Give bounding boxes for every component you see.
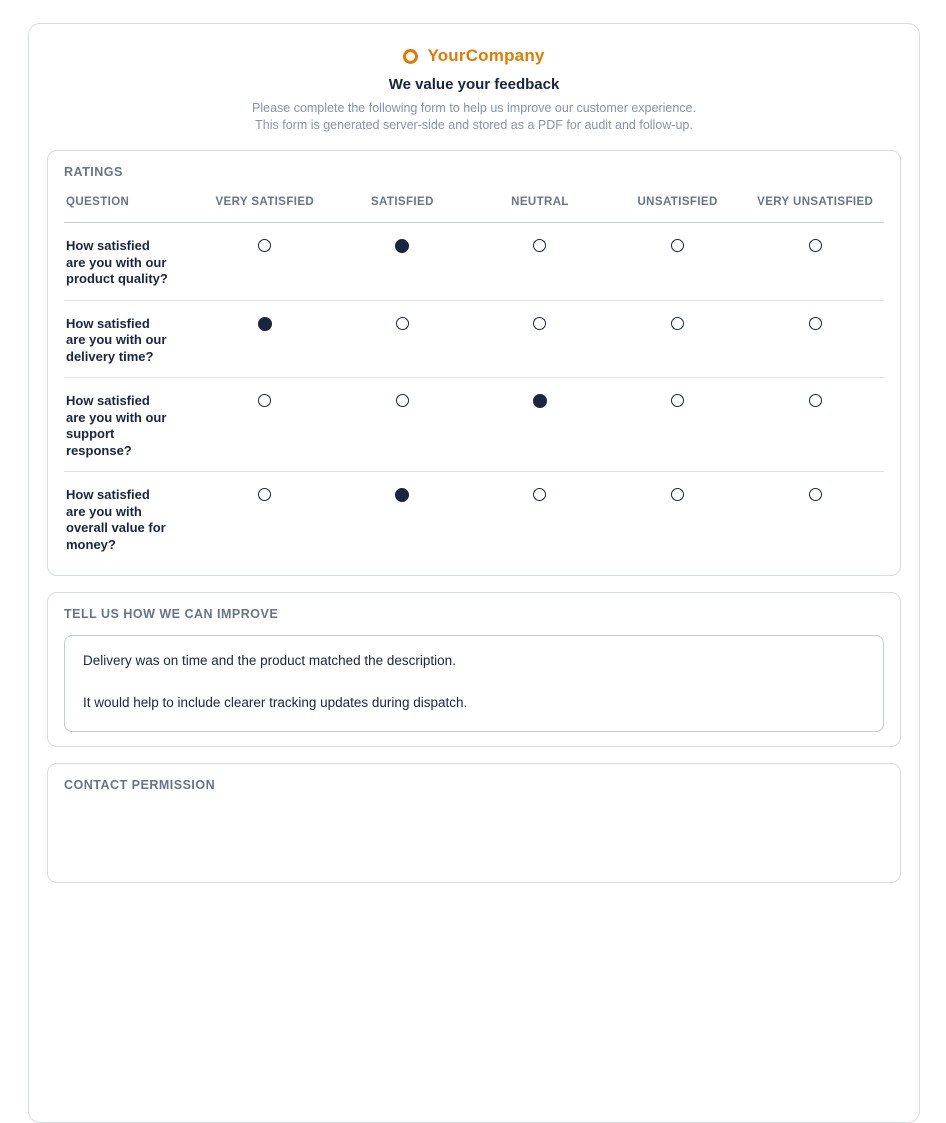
rating-option-cell <box>746 377 884 472</box>
brand-logo: YourCompany <box>47 45 901 67</box>
rating-option-cell <box>471 472 609 566</box>
improve-text-line-1: Delivery was on time and the product mat… <box>83 653 456 668</box>
rating-option-cell <box>608 300 747 378</box>
subtitle-line-2: This form is generated server-side and s… <box>255 118 693 132</box>
rating-option-cell <box>333 300 472 378</box>
ratings-section: RATINGS QUESTION VERY SATISFIED SATISFIED N… <box>47 150 901 576</box>
column-header-option: SATISFIED <box>333 179 472 223</box>
radio-unsatisfied[interactable] <box>671 488 685 501</box>
subtitle-line-1: Please complete the following form to he… <box>252 101 696 115</box>
rating-option-cell <box>746 472 884 566</box>
ratings-table-body: How satisfied are you with our product q… <box>64 222 884 566</box>
rating-option-cell <box>471 300 609 378</box>
rating-row: How satisfied are you with our delivery … <box>64 300 884 378</box>
improve-section: TELL US HOW WE CAN IMPROVE Delivery was … <box>47 592 901 747</box>
radio-very-unsatisfied[interactable] <box>808 316 822 330</box>
rating-option-cell <box>333 377 472 472</box>
radio-very-satisfied-selected[interactable] <box>257 316 272 331</box>
ratings-table: QUESTION VERY SATISFIED SATISFIED NEUTRAL UN… <box>64 179 884 565</box>
rating-row: How satisfied are you with overall value… <box>64 472 884 566</box>
rating-option-cell <box>334 472 472 566</box>
radio-neutral-selected[interactable] <box>532 394 547 408</box>
contact-section-title: CONTACT PERMISSION <box>64 778 216 792</box>
rating-option-cell <box>746 222 884 301</box>
rating-option-cell <box>608 377 747 472</box>
radio-neutral[interactable] <box>533 239 547 252</box>
radio-satisfied[interactable] <box>395 394 409 407</box>
feedback-form-card: YourCompany We value your feedback Pleas… <box>28 23 920 1123</box>
radio-very-satisfied[interactable] <box>258 239 272 252</box>
radio-satisfied-selected[interactable] <box>395 239 410 253</box>
rating-option-cell <box>196 222 334 301</box>
company-name: YourCompany <box>427 46 545 65</box>
column-header-option: UNSATISFIED <box>608 179 747 223</box>
rating-option-cell <box>196 472 334 566</box>
radio-neutral[interactable] <box>533 316 547 330</box>
ratings-section-title: RATINGS <box>64 165 123 179</box>
form-title: We value your feedback <box>388 76 560 93</box>
rating-option-cell <box>196 377 334 472</box>
improve-textarea[interactable]: Delivery was on time and the product mat… <box>64 635 884 732</box>
rating-option-cell <box>746 300 884 378</box>
radio-neutral[interactable] <box>533 488 547 501</box>
improve-section-title: TELL US HOW WE CAN IMPROVE <box>64 607 279 621</box>
ratings-header-row: QUESTION VERY SATISFIED SATISFIED NEUTRAL UN… <box>64 179 884 223</box>
improve-text-line-2: It would help to include clearer trackin… <box>83 695 468 710</box>
column-header-option: VERY UNSATISFIED <box>746 179 884 223</box>
radio-unsatisfied[interactable] <box>671 316 685 330</box>
rating-option-cell <box>333 222 472 301</box>
rating-row: How satisfied are you with our product q… <box>64 222 884 301</box>
column-header-option: VERY SATISFIED <box>196 179 334 223</box>
form-header: YourCompany We value your feedback Pleas… <box>47 45 901 134</box>
radio-very-unsatisfied[interactable] <box>808 488 822 501</box>
column-header-question: QUESTION <box>64 179 196 223</box>
radio-satisfied[interactable] <box>395 316 409 330</box>
rating-option-cell <box>608 222 747 301</box>
contact-section: CONTACT PERMISSION <box>47 763 901 883</box>
radio-unsatisfied[interactable] <box>671 394 685 407</box>
radio-unsatisfied[interactable] <box>671 239 685 252</box>
column-header-option: NEUTRAL <box>471 179 609 223</box>
company-ring-icon <box>403 48 419 64</box>
rating-question: How satisfied are you with our support r… <box>64 377 196 472</box>
rating-question: How satisfied are you with overall value… <box>66 487 166 552</box>
rating-question: How satisfied are you with our delivery … <box>64 300 196 378</box>
rating-option-cell <box>471 377 609 472</box>
rating-question: How satisfied are you with our product q… <box>64 222 196 301</box>
rating-option-cell <box>609 472 747 566</box>
radio-very-satisfied[interactable] <box>258 394 272 407</box>
radio-very-satisfied[interactable] <box>258 488 272 501</box>
form-subtitle: Please complete the following form to he… <box>47 100 901 134</box>
radio-satisfied-selected[interactable] <box>395 488 410 502</box>
rating-option-cell <box>196 300 334 378</box>
radio-very-unsatisfied[interactable] <box>808 394 822 407</box>
rating-option-cell <box>471 222 609 301</box>
radio-very-unsatisfied[interactable] <box>808 239 822 252</box>
rating-row: How satisfied are you with our support r… <box>64 377 884 472</box>
